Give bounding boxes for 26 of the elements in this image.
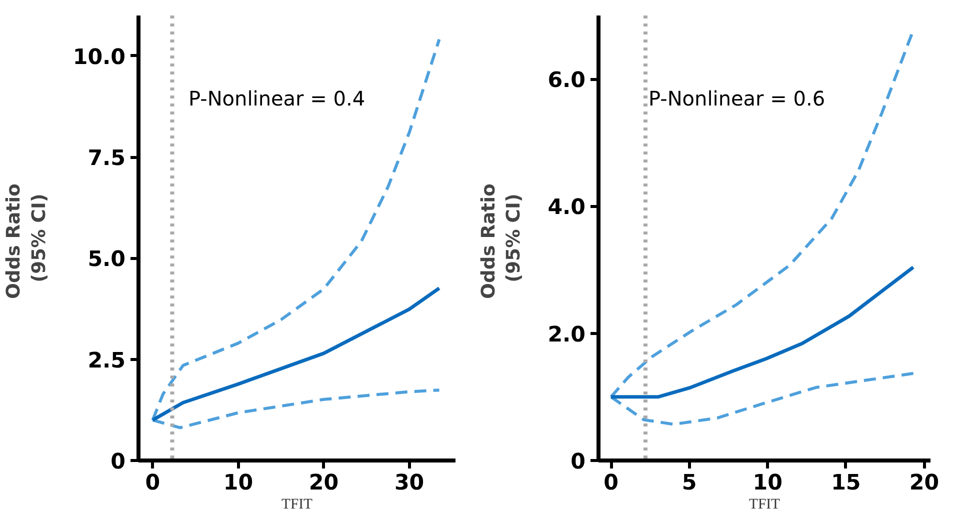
y-tick-label: 2.5: [88, 348, 126, 374]
x-tick-label: 10: [223, 470, 254, 496]
y-tick-label: 0: [110, 450, 126, 474]
x-axis-title: TFIT: [282, 496, 313, 512]
y-tick-label: 2.0: [548, 322, 586, 348]
x-tick-label: 5: [682, 470, 697, 496]
y-tick-label: 10.0: [72, 44, 126, 70]
y-axis-title: Odds Ratio (95% CI): [478, 183, 525, 299]
y-tick-label: 4.0: [548, 195, 586, 220]
y-tick-label: 6.0: [548, 68, 586, 94]
x-tick-label: 0: [604, 470, 618, 496]
x-tick-label: 20: [909, 470, 940, 496]
x-tick-label: 30: [394, 470, 424, 496]
x-tick-label: 0: [145, 470, 160, 496]
y-axis-title: Odds Ratio (95% CI): [4, 183, 50, 299]
annotation: P-Nonlinear = 0.6: [648, 86, 826, 110]
y-tick-label: 7.5: [88, 146, 126, 172]
x-tick-label: 10: [752, 470, 782, 496]
annotation: P-Nonlinear = 0.4: [188, 86, 366, 110]
line-series: [609, 265, 916, 399]
x-axis-title: TFIT: [749, 496, 780, 512]
line-series: [150, 286, 441, 422]
y-tick-label: 0: [570, 450, 586, 474]
x-tick-label: 20: [308, 470, 339, 496]
y-tick-label: 5.0: [88, 247, 126, 272]
x-tick-label: 15: [831, 470, 861, 496]
